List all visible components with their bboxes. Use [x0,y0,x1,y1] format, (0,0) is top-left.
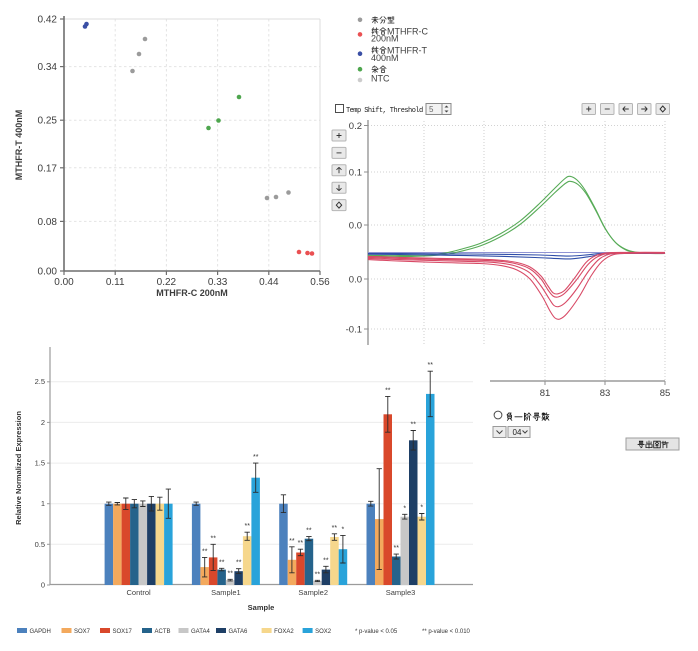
svg-text:Sample2: Sample2 [298,588,328,597]
svg-text:Temp Shift, Threshold: Temp Shift, Threshold [346,107,423,115]
svg-text:**: ** [236,560,242,567]
svg-text:**: ** [427,362,433,369]
svg-text:**: ** [253,454,259,461]
svg-text:SOX17: SOX17 [113,629,133,635]
svg-text:**: ** [202,548,208,555]
svg-text:**: ** [332,525,338,532]
svg-text:2: 2 [41,418,45,427]
svg-text:-0.1: -0.1 [346,325,362,336]
svg-text:**: ** [210,535,216,542]
svg-text:NTC: NTC [371,74,390,84]
svg-text:81: 81 [540,388,551,399]
svg-text:Sample: Sample [248,603,275,612]
svg-text:0.22: 0.22 [157,277,177,288]
svg-text:**: ** [410,422,416,429]
svg-text:**: ** [315,571,321,578]
svg-text:0.44: 0.44 [259,277,279,288]
svg-text:* p-value < 0.05: * p-value < 0.05 [355,629,398,635]
svg-text:GAPDH: GAPDH [30,629,51,635]
svg-text:0.17: 0.17 [38,163,58,174]
svg-text:0.0: 0.0 [349,221,362,232]
svg-text:04: 04 [513,428,522,437]
svg-text:0.1: 0.1 [349,168,362,179]
svg-text:**: ** [385,387,391,394]
svg-text:0.08: 0.08 [38,217,58,228]
svg-text:GATA4: GATA4 [191,629,210,635]
svg-text:SOX7: SOX7 [74,629,91,635]
svg-text:0.33: 0.33 [208,277,228,288]
svg-text:** p-value < 0.010: ** p-value < 0.010 [422,629,471,635]
svg-text:0.5: 0.5 [35,540,45,549]
svg-text:**: ** [393,545,399,552]
svg-text:MTHFR-T 400nM: MTHFR-T 400nM [14,110,24,181]
svg-text:0.34: 0.34 [38,62,58,73]
svg-text:Sample3: Sample3 [386,588,416,597]
svg-text:0.00: 0.00 [38,267,58,278]
svg-text:0.42: 0.42 [38,15,58,26]
svg-text:0: 0 [41,581,45,590]
svg-text:400nM: 400nM [371,53,399,63]
svg-text:**: ** [306,528,312,535]
svg-text:*: * [420,505,423,512]
svg-text:0.56: 0.56 [310,277,330,288]
svg-text:1: 1 [41,499,45,508]
svg-text:0.25: 0.25 [38,116,58,127]
svg-text:*: * [342,526,345,533]
svg-text:0.2: 0.2 [349,121,362,132]
svg-text:0.00: 0.00 [54,277,74,288]
svg-text:1.5: 1.5 [35,459,45,468]
svg-text:SOX2: SOX2 [315,629,332,635]
svg-text:2.5: 2.5 [35,377,45,386]
svg-text:200nM: 200nM [371,34,399,44]
svg-text:ACTB: ACTB [155,629,171,635]
svg-text:MTHFR-C 200nM: MTHFR-C 200nM [156,288,228,298]
svg-text:FOXA2: FOXA2 [274,629,294,635]
svg-text:Sample1: Sample1 [211,588,241,597]
svg-text:85: 85 [660,388,671,399]
svg-text:Control: Control [127,588,152,597]
svg-text:**: ** [323,557,329,564]
svg-text:GATA6: GATA6 [229,629,248,635]
svg-text:**: ** [244,523,250,530]
svg-text:MTHFR-C: MTHFR-C [387,27,428,37]
svg-text:Relative Normalized Expression: Relative Normalized Expression [14,411,23,525]
svg-text:**: ** [289,538,295,545]
svg-text:*: * [403,505,406,512]
svg-text:5: 5 [429,105,434,114]
svg-text:**: ** [298,540,304,547]
svg-text:**: ** [219,559,225,566]
svg-text:**: ** [227,570,233,577]
svg-text:0.11: 0.11 [106,277,125,288]
svg-text:0.0: 0.0 [349,275,362,286]
svg-text:MTHFR-T: MTHFR-T [387,46,427,56]
svg-text:83: 83 [600,388,611,399]
